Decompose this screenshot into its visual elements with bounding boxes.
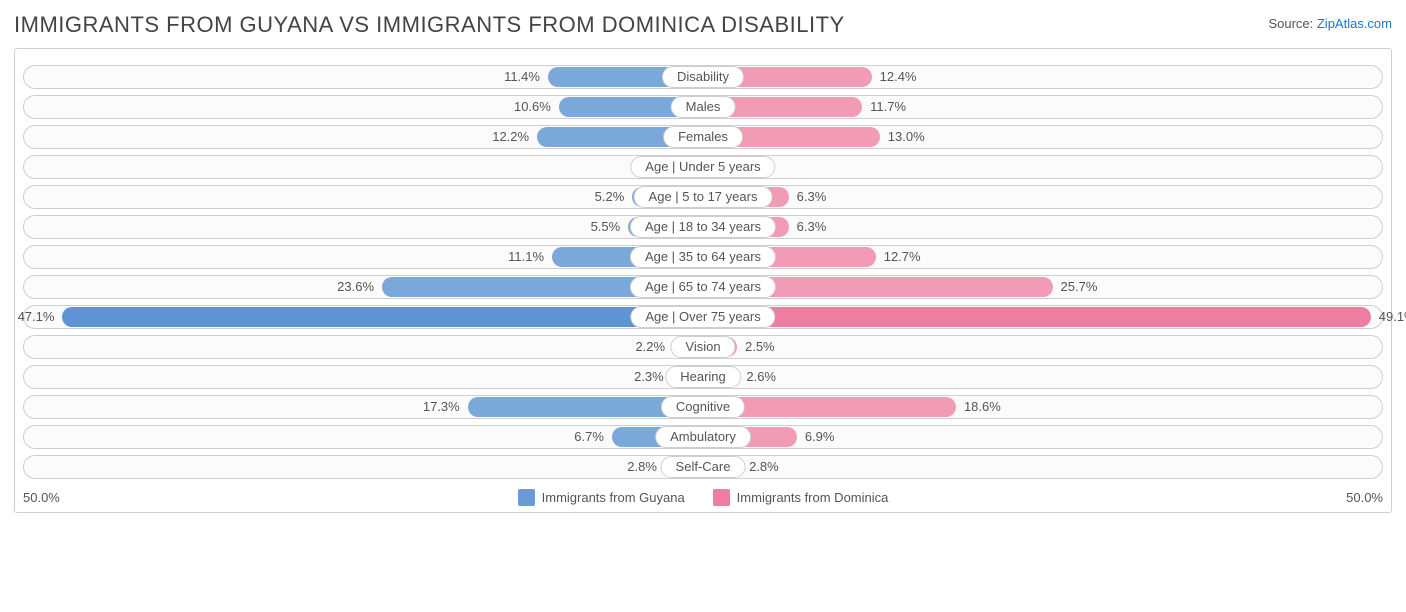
category-label: Ambulatory (655, 426, 751, 448)
legend-swatch-right (713, 489, 730, 506)
chart-row: 17.3% 18.6% Cognitive (23, 395, 1383, 419)
bar-right (703, 307, 1371, 327)
legend-item-right: Immigrants from Dominica (713, 489, 889, 506)
category-label: Age | Over 75 years (630, 306, 775, 328)
legend-label-left: Immigrants from Guyana (542, 490, 685, 505)
legend-item-left: Immigrants from Guyana (518, 489, 685, 506)
track-left (23, 335, 703, 359)
track-left (23, 455, 703, 479)
category-label: Cognitive (661, 396, 745, 418)
category-label: Self-Care (661, 456, 746, 478)
value-right: 2.8% (749, 455, 779, 479)
value-left: 5.5% (591, 215, 621, 239)
track-left (23, 155, 703, 179)
category-label: Hearing (665, 366, 741, 388)
legend: Immigrants from Guyana Immigrants from D… (518, 489, 889, 506)
legend-label-right: Immigrants from Dominica (737, 490, 889, 505)
value-left: 2.2% (635, 335, 665, 359)
track-right (703, 455, 1383, 479)
value-right: 6.3% (797, 215, 827, 239)
value-left: 47.1% (18, 305, 55, 329)
source-link[interactable]: ZipAtlas.com (1317, 16, 1392, 31)
value-right: 49.1% (1379, 305, 1406, 329)
category-label: Age | 18 to 34 years (630, 216, 776, 238)
category-label: Age | Under 5 years (630, 156, 775, 178)
category-label: Age | 65 to 74 years (630, 276, 776, 298)
value-left: 23.6% (337, 275, 374, 299)
category-label: Age | 5 to 17 years (634, 186, 773, 208)
track-right (703, 155, 1383, 179)
track-right (703, 335, 1383, 359)
source-prefix: Source: (1268, 16, 1316, 31)
value-left: 11.4% (504, 65, 540, 89)
category-label: Age | 35 to 64 years (630, 246, 776, 268)
category-label: Males (671, 96, 736, 118)
chart-row: 47.1%49.1%Age | Over 75 years (23, 305, 1383, 329)
chart-row: 23.6% 25.7% Age | 65 to 74 years (23, 275, 1383, 299)
category-label: Vision (670, 336, 735, 358)
chart-row: 2.3% 2.6%Hearing (23, 365, 1383, 389)
value-left: 2.3% (634, 365, 664, 389)
chart-row: 6.7% 6.9% Ambulatory (23, 425, 1383, 449)
value-left: 12.2% (492, 125, 529, 149)
value-left: 10.6% (514, 95, 551, 119)
value-right: 2.5% (745, 335, 775, 359)
chart-source: Source: ZipAtlas.com (1268, 16, 1392, 31)
value-right: 6.9% (805, 425, 835, 449)
category-label: Disability (662, 66, 744, 88)
value-right: 25.7% (1061, 275, 1098, 299)
chart-header: IMMIGRANTS FROM GUYANA VS IMMIGRANTS FRO… (14, 12, 1392, 38)
value-left: 5.2% (595, 185, 625, 209)
value-left: 17.3% (423, 395, 460, 419)
legend-swatch-left (518, 489, 535, 506)
value-right: 12.4% (880, 65, 917, 89)
track-left (23, 365, 703, 389)
chart-row: 11.1% 12.7% Age | 35 to 64 years (23, 245, 1383, 269)
chart-row: 10.6% 11.7% Males (23, 95, 1383, 119)
value-right: 11.7% (870, 95, 906, 119)
value-right: 13.0% (888, 125, 925, 149)
value-right: 18.6% (964, 395, 1001, 419)
chart-row: 2.8% 2.8%Self-Care (23, 455, 1383, 479)
value-right: 2.6% (746, 365, 776, 389)
bar-left (62, 307, 703, 327)
axis-right-max: 50.0% (1346, 490, 1383, 505)
value-right: 6.3% (797, 185, 827, 209)
chart-footer: 50.0% Immigrants from Guyana Immigrants … (23, 489, 1383, 506)
value-right: 12.7% (884, 245, 921, 269)
chart-row: 2.2% 2.5% Vision (23, 335, 1383, 359)
axis-left-max: 50.0% (23, 490, 60, 505)
value-left: 2.8% (627, 455, 657, 479)
value-left: 6.7% (574, 425, 604, 449)
chart-row: 1.0%1.4%Age | Under 5 years (23, 155, 1383, 179)
track-right (703, 365, 1383, 389)
chart-row: 11.4% 12.4% Disability (23, 65, 1383, 89)
category-label: Females (663, 126, 743, 148)
chart-row: 5.2% 6.3% Age | 5 to 17 years (23, 185, 1383, 209)
value-left: 11.1% (508, 245, 544, 269)
chart-row: 12.2% 13.0% Females (23, 125, 1383, 149)
chart-row: 5.5% 6.3% Age | 18 to 34 years (23, 215, 1383, 239)
diverging-bar-chart: 11.4% 12.4% Disability 10.6% 11.7% Males 12.2%… (14, 48, 1392, 513)
chart-title: IMMIGRANTS FROM GUYANA VS IMMIGRANTS FRO… (14, 12, 845, 38)
